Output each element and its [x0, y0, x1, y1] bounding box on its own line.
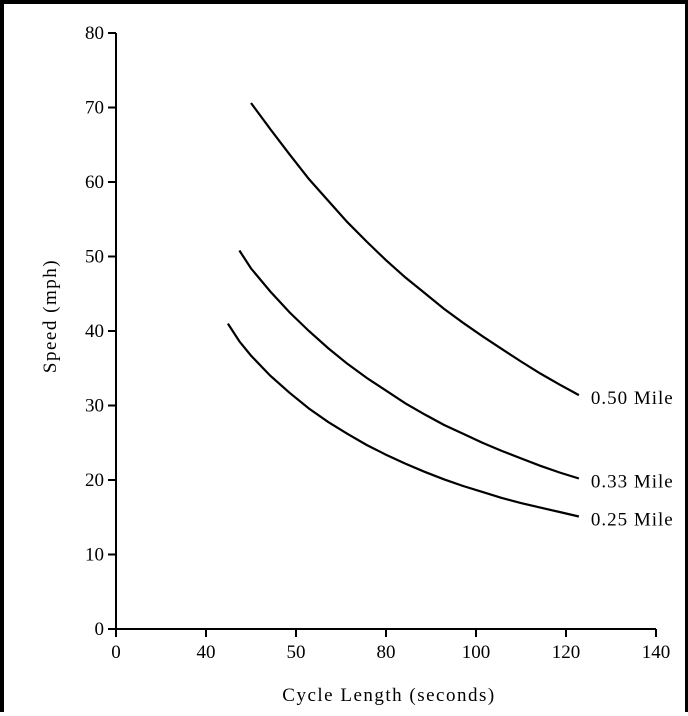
curve-0-33-mile — [238, 249, 580, 480]
y-tick-label: 50 — [85, 247, 104, 268]
y-tick-label: 10 — [85, 545, 104, 566]
y-tick-label: 20 — [85, 470, 104, 491]
series-label-0-25-mile: 0.25 Mile — [591, 510, 674, 531]
y-tick-label: 0 — [95, 619, 105, 640]
x-tick-label: 50 — [287, 642, 306, 663]
series-curves — [226, 102, 580, 518]
x-tick-label: 80 — [377, 642, 396, 663]
x-tick-label: 0 — [111, 642, 121, 663]
curve-0-50-mile — [250, 102, 580, 397]
axes: 0 10 20 30 40 50 60 70 80 0 40 50 80 100 120 140 — [85, 23, 670, 663]
y-axis-title: Speed (mph) — [40, 259, 61, 373]
x-axis-title: Cycle Length (seconds) — [282, 685, 495, 706]
y-tick-label: 60 — [85, 172, 104, 193]
y-tick-label: 80 — [85, 23, 104, 44]
y-tick-label: 70 — [85, 98, 104, 119]
series-label-0-33-mile: 0.33 Mile — [591, 472, 674, 493]
series-labels: 0.50 Mile 0.33 Mile 0.25 Mile — [591, 388, 674, 531]
x-tick-label: 40 — [197, 642, 216, 663]
speed-vs-cycle-length-chart: 0 10 20 30 40 50 60 70 80 0 40 50 80 100 120 140 0.50 M… — [40, 23, 674, 706]
x-tick-label: 140 — [642, 642, 671, 663]
series-label-0-50-mile: 0.50 Mile — [591, 388, 674, 409]
curve-0-25-mile — [226, 323, 580, 518]
y-tick-label: 40 — [85, 321, 104, 342]
x-tick-label: 100 — [462, 642, 491, 663]
x-tick-label: 120 — [552, 642, 581, 663]
y-tick-label: 30 — [85, 396, 104, 417]
